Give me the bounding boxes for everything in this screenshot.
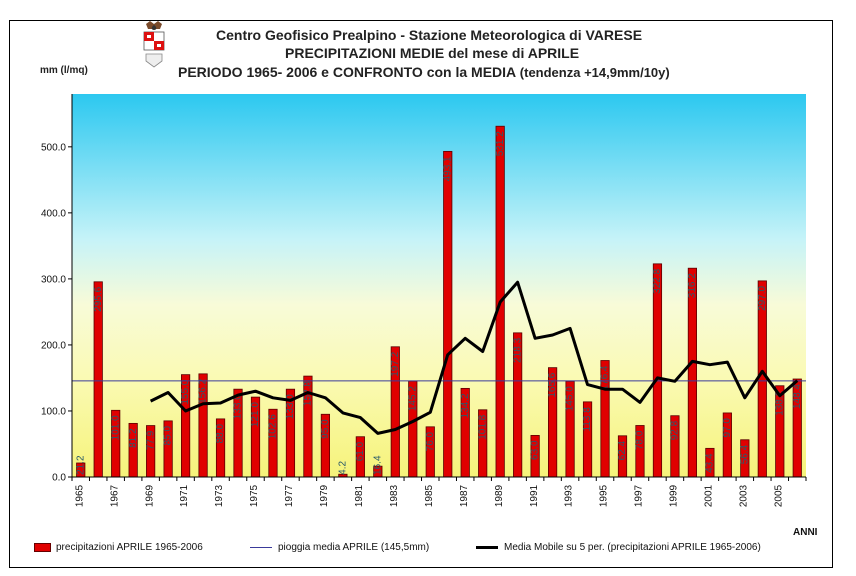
bar-value-label-1977: 133.0 bbox=[285, 394, 296, 419]
bar-value-label-1971: 155.0 bbox=[180, 379, 191, 404]
bar-value-label-1975: 121.0 bbox=[250, 402, 261, 427]
bar-value-label-1979: 95.0 bbox=[320, 419, 331, 439]
bar-value-label-1981: 61.0 bbox=[355, 441, 366, 461]
bar-2000 bbox=[687, 267, 697, 478]
bar-value-label-1974: 133.0 bbox=[233, 394, 244, 419]
bar-1986 bbox=[443, 150, 453, 478]
bar-value-label-1991: 63.0 bbox=[530, 440, 541, 460]
varese-crest-logo bbox=[142, 21, 166, 69]
bar-value-label-1982: 16.4 bbox=[372, 455, 383, 475]
bar-value-label-1996: 62.4 bbox=[617, 440, 628, 460]
y-tick-label-100.0: 100.0 bbox=[41, 406, 66, 417]
legend-item-mean: pioggia media APRILE (145,5mm) bbox=[250, 542, 429, 553]
bar-value-label-1965: 21.2 bbox=[75, 455, 86, 475]
bar-value-label-1970: 85.0 bbox=[163, 426, 174, 446]
x-tick-label-1997: 1997 bbox=[634, 484, 645, 507]
x-tick-label-1991: 1991 bbox=[529, 484, 540, 507]
x-tick-label-1989: 1989 bbox=[494, 484, 505, 507]
bar-value-label-1987: 134.2 bbox=[460, 393, 471, 418]
bar-value-label-1986: 493.1 bbox=[442, 156, 453, 181]
bar-value-label-1999: 92.8 bbox=[670, 420, 681, 440]
y-tick-label-300.0: 300.0 bbox=[41, 274, 66, 285]
chart-title-line2: PRECIPITAZIONI MEDIE del mese di APRILE bbox=[285, 45, 580, 61]
x-tick-label-1967: 1967 bbox=[109, 484, 120, 507]
bar-value-label-1976: 102.6 bbox=[268, 414, 279, 439]
x-tick-label-1979: 1979 bbox=[319, 484, 330, 507]
legend-swatch-bars bbox=[34, 543, 51, 552]
x-tick-label-1973: 1973 bbox=[214, 484, 225, 507]
bar-value-label-1990: 218.3 bbox=[512, 337, 523, 362]
legend-label-mean: pioggia media APRILE (145,5mm) bbox=[278, 542, 430, 553]
chart-title-line3-main: PERIODO 1965- 2006 e CONFRONTO con la ME… bbox=[178, 64, 517, 80]
bar-value-label-1988: 101.8 bbox=[477, 414, 488, 439]
bar-value-label-2002: 97.0 bbox=[722, 418, 733, 438]
bar-value-label-1983: 197.2 bbox=[390, 351, 401, 376]
x-tick-label-1995: 1995 bbox=[599, 484, 610, 507]
legend-item-bars: precipitazioni APRILE 1965-2006 bbox=[34, 542, 203, 553]
bar-1998 bbox=[652, 263, 663, 478]
x-tick-label-1983: 1983 bbox=[389, 484, 400, 507]
bar-value-label-1980: 4.2 bbox=[338, 461, 349, 475]
bar-value-label-1997: 78.0 bbox=[635, 430, 646, 450]
x-axis-unit: ANNI bbox=[793, 527, 818, 538]
x-tick-label-1999: 1999 bbox=[669, 484, 680, 507]
bar-value-label-2004: 297.0 bbox=[757, 285, 768, 310]
bar-value-label-2000: 316.2 bbox=[687, 273, 698, 298]
bar-value-label-1972: 156.2 bbox=[198, 378, 209, 403]
x-tick-label-2005: 2005 bbox=[773, 484, 784, 507]
chart-title-line3: PERIODO 1965- 2006 e CONFRONTO con la ME… bbox=[178, 64, 670, 80]
legend-swatch-mean bbox=[250, 547, 272, 548]
bar-value-label-2005: 138.2 bbox=[774, 390, 785, 415]
moving-average-line bbox=[149, 280, 799, 435]
bar-value-label-1985: 76.0 bbox=[425, 431, 436, 451]
bar-value-label-2006: 148.4 bbox=[792, 384, 803, 409]
x-tick-label-1975: 1975 bbox=[249, 484, 260, 507]
bar-value-label-1969: 77.9 bbox=[145, 430, 156, 450]
chart-title-trend: (tendenza +14,9mm/10y) bbox=[516, 65, 670, 80]
bar-value-label-2003: 56.4 bbox=[739, 444, 750, 464]
x-tick-label-2003: 2003 bbox=[738, 484, 749, 507]
x-tick-label-1981: 1981 bbox=[354, 484, 365, 507]
bar-value-label-1968: 81.2 bbox=[128, 428, 139, 448]
x-tick-label-1969: 1969 bbox=[144, 484, 155, 507]
x-tick-label-1965: 1965 bbox=[74, 484, 85, 507]
x-tick-label-1987: 1987 bbox=[459, 484, 470, 507]
y-tick-label-500.0: 500.0 bbox=[41, 142, 66, 153]
bar-value-label-1966: 295.6 bbox=[93, 286, 104, 311]
bar-value-label-1993: 145.0 bbox=[565, 386, 576, 411]
legend: precipitazioni APRILE 1965-2006 pioggia … bbox=[24, 539, 824, 559]
x-tick-label-1977: 1977 bbox=[284, 484, 295, 507]
y-tick-label-400.0: 400.0 bbox=[41, 208, 66, 219]
legend-label-moving: Media Mobile su 5 per. (precipitazioni A… bbox=[504, 542, 761, 553]
bar-value-label-2001: 43.4 bbox=[705, 453, 716, 473]
bar-value-label-1973: 88.0 bbox=[215, 424, 226, 444]
bar-value-label-1989: 531.2 bbox=[495, 131, 506, 156]
x-tick-label-1993: 1993 bbox=[564, 484, 575, 507]
bar-value-label-1998: 322.8 bbox=[652, 268, 663, 293]
y-tick-label-200.0: 200.0 bbox=[41, 340, 66, 351]
x-tick-label-1985: 1985 bbox=[424, 484, 435, 507]
bar-value-label-1967: 101.0 bbox=[110, 415, 121, 440]
y-axis-unit: mm (l/mq) bbox=[40, 65, 88, 76]
y-tick-label-0.0: 0.0 bbox=[52, 473, 66, 484]
legend-item-moving: Media Mobile su 5 per. (precipitazioni A… bbox=[476, 542, 761, 553]
bar-value-label-1992: 165.6 bbox=[547, 372, 558, 397]
bar-value-label-1995: 176.4 bbox=[600, 365, 611, 390]
legend-swatch-moving bbox=[476, 546, 498, 549]
x-tick-label-2001: 2001 bbox=[704, 484, 715, 507]
plot-area bbox=[72, 94, 806, 477]
bar-value-label-1994: 113.8 bbox=[582, 407, 593, 432]
chart-title-line1: Centro Geofisico Prealpino - Stazione Me… bbox=[216, 27, 643, 43]
bar-value-label-1984: 145.2 bbox=[407, 386, 418, 411]
x-tick-label-1971: 1971 bbox=[179, 484, 190, 507]
legend-label-bars: precipitazioni APRILE 1965-2006 bbox=[56, 542, 203, 553]
